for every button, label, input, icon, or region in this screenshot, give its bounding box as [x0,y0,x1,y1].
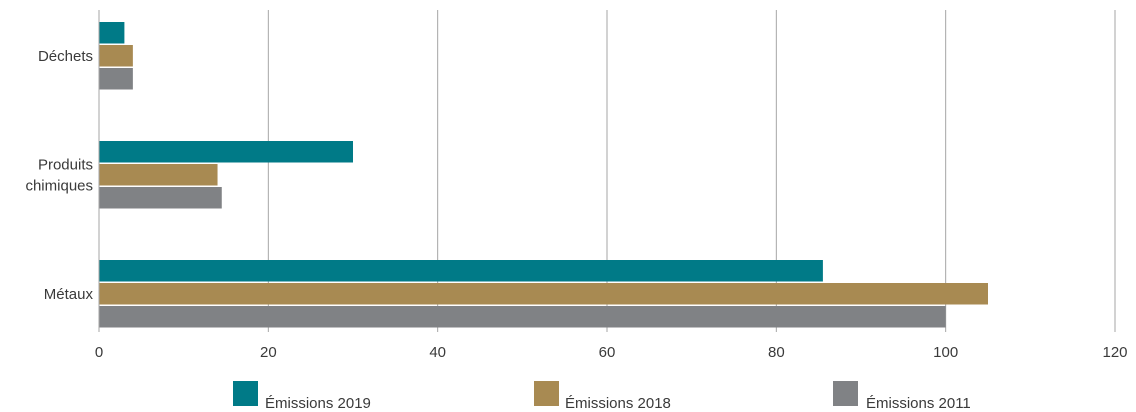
legend-item: Émissions 2019 [233,381,371,412]
bar [99,306,946,328]
category-label: Produits [38,156,93,173]
x-tick-label: 60 [599,344,616,361]
legend-swatch [233,381,258,406]
x-tick-label: 0 [95,344,103,361]
x-tick-label: 100 [933,344,958,361]
legend-swatch [833,381,858,406]
legend-swatch [534,381,559,406]
category-label: Métaux [44,286,94,303]
x-tick-label: 40 [429,344,446,361]
bars [99,22,988,328]
bar [99,283,988,305]
bar [99,141,353,163]
x-tick-label: 20 [260,344,277,361]
legend-label: Émissions 2018 [565,395,671,412]
bar [99,22,125,44]
bar [99,187,222,209]
x-tick-label: 120 [1102,344,1127,361]
legend-item: Émissions 2011 [833,381,971,412]
labels: 0 20 40 60 80 100 120 Déchets Produits chimiques M… [25,48,1127,361]
legend-label: Émissions 2011 [866,395,971,412]
bar [99,164,218,186]
category-label: Déchets [38,48,93,65]
category-label: chimiques [25,177,93,194]
bar [99,68,133,90]
bar [99,260,823,282]
legend-item: Émissions 2018 [534,381,671,412]
bar [99,45,133,67]
legend: Émissions 2019 Émissions 2018 Émissions 20… [233,381,971,412]
legend-label: Émissions 2019 [265,395,371,412]
x-tick-label: 80 [768,344,785,361]
